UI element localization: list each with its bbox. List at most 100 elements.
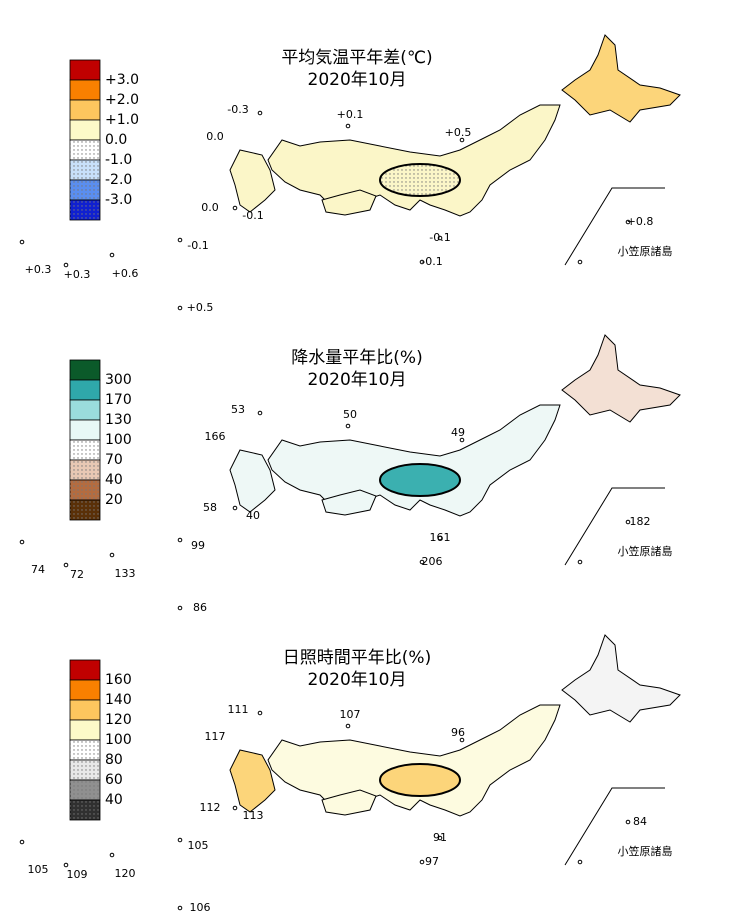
station-value: 86 xyxy=(193,601,207,614)
station-value: 49 xyxy=(451,426,465,439)
island xyxy=(232,805,238,811)
island xyxy=(257,110,263,116)
inset-label: 小笠原諸島 xyxy=(618,244,673,258)
island xyxy=(459,137,465,143)
honshu xyxy=(267,404,561,517)
shikoku xyxy=(321,789,377,816)
legend-label: 0.0 xyxy=(105,132,127,148)
island xyxy=(625,519,631,525)
station-value: 120 xyxy=(115,867,136,880)
kyushu xyxy=(229,749,276,813)
station-value: 133 xyxy=(115,567,136,580)
legend-label: 40 xyxy=(105,792,123,808)
station-value: 40 xyxy=(246,509,260,522)
island xyxy=(109,852,115,858)
island xyxy=(177,305,183,311)
island xyxy=(625,819,631,825)
island xyxy=(177,537,183,543)
legend-label: 60 xyxy=(105,772,123,788)
island xyxy=(577,559,583,565)
island xyxy=(459,737,465,743)
island xyxy=(177,837,183,843)
island xyxy=(345,423,351,429)
panel: 平均気温平年差(℃)2020年10月 +3.0 +2.0 +1.0 0.0 -1.0 -2.… xyxy=(19,34,681,314)
inset-frame xyxy=(564,787,665,866)
station-value: 72 xyxy=(70,568,84,581)
station-value: 84 xyxy=(633,815,647,828)
legend-pattern xyxy=(70,500,100,520)
legend-swatch xyxy=(69,59,101,81)
island xyxy=(177,237,183,243)
legend-label: 160 xyxy=(105,672,132,688)
legend-label: +1.0 xyxy=(105,112,139,128)
subtitle: 2020年10月 xyxy=(308,370,407,390)
station-value: 109 xyxy=(67,868,88,881)
station-value: -0.1 xyxy=(242,209,263,222)
legend-label: -1.0 xyxy=(105,152,132,168)
station-value: 50 xyxy=(343,408,357,421)
subtitle: 2020年10月 xyxy=(308,670,407,690)
region-blob xyxy=(379,463,461,497)
station-value: 161 xyxy=(430,531,451,544)
station-value: 91 xyxy=(433,831,447,844)
island xyxy=(459,437,465,443)
island xyxy=(437,835,443,841)
panel: 降水量平年比(%)2020年10月 300 170 130 100 70 40 20 小笠原諸島… xyxy=(19,334,681,614)
island xyxy=(232,505,238,511)
title: 日照時間平年比(%) xyxy=(283,648,431,668)
island xyxy=(109,552,115,558)
station-value: 96 xyxy=(451,726,465,739)
island xyxy=(19,539,25,545)
station-value: +0.5 xyxy=(445,126,472,139)
station-value: 107 xyxy=(340,708,361,721)
station-value: 105 xyxy=(188,839,209,852)
legend-pattern xyxy=(70,740,100,760)
station-value: 53 xyxy=(231,403,245,416)
station-value: +0.1 xyxy=(337,108,364,121)
legend-label: 130 xyxy=(105,412,132,428)
legend-label: 300 xyxy=(105,372,132,388)
legend-swatch xyxy=(69,659,101,681)
island xyxy=(345,123,351,129)
shikoku xyxy=(321,489,377,516)
legend-label: 100 xyxy=(105,432,132,448)
station-value: 182 xyxy=(630,515,651,528)
island xyxy=(419,259,425,265)
panel: 日照時間平年比(%)2020年10月 160 140 120 100 80 60 40 小笠原諸… xyxy=(19,634,681,914)
station-value: -0.3 xyxy=(227,103,248,116)
shikoku xyxy=(321,189,377,216)
legend-pattern xyxy=(70,760,100,780)
inset-frame xyxy=(564,487,665,566)
island xyxy=(577,259,583,265)
island xyxy=(577,859,583,865)
station-value: 111 xyxy=(228,703,249,716)
station-value: 58 xyxy=(203,501,217,514)
legend-swatch xyxy=(69,99,101,121)
island xyxy=(419,859,425,865)
kyushu xyxy=(229,449,276,513)
station-value: 105 xyxy=(28,863,49,876)
inset-frame xyxy=(564,187,665,266)
subtitle: 2020年10月 xyxy=(308,70,407,90)
legend-label: 140 xyxy=(105,692,132,708)
station-value: 106 xyxy=(190,901,211,914)
station-value: +0.8 xyxy=(627,215,654,228)
map xyxy=(19,34,681,311)
island xyxy=(232,205,238,211)
station-value: -0.1 xyxy=(421,255,442,268)
hokkaido xyxy=(561,334,681,423)
island xyxy=(19,839,25,845)
legend-swatch xyxy=(69,79,101,101)
legend-swatch xyxy=(69,419,101,441)
legend-label: 170 xyxy=(105,392,132,408)
station-value: 74 xyxy=(31,563,45,576)
island xyxy=(257,410,263,416)
title: 平均気温平年差(℃) xyxy=(281,48,432,68)
kyushu xyxy=(229,149,276,213)
legend-pattern xyxy=(70,800,100,820)
island xyxy=(177,905,183,911)
region-blob xyxy=(379,763,461,797)
legend-label: -2.0 xyxy=(105,172,132,188)
honshu xyxy=(267,704,561,817)
